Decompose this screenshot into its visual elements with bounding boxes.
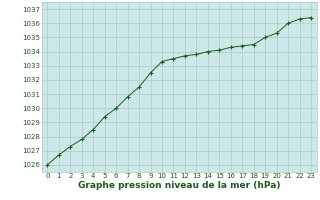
X-axis label: Graphe pression niveau de la mer (hPa): Graphe pression niveau de la mer (hPa)	[78, 181, 280, 190]
